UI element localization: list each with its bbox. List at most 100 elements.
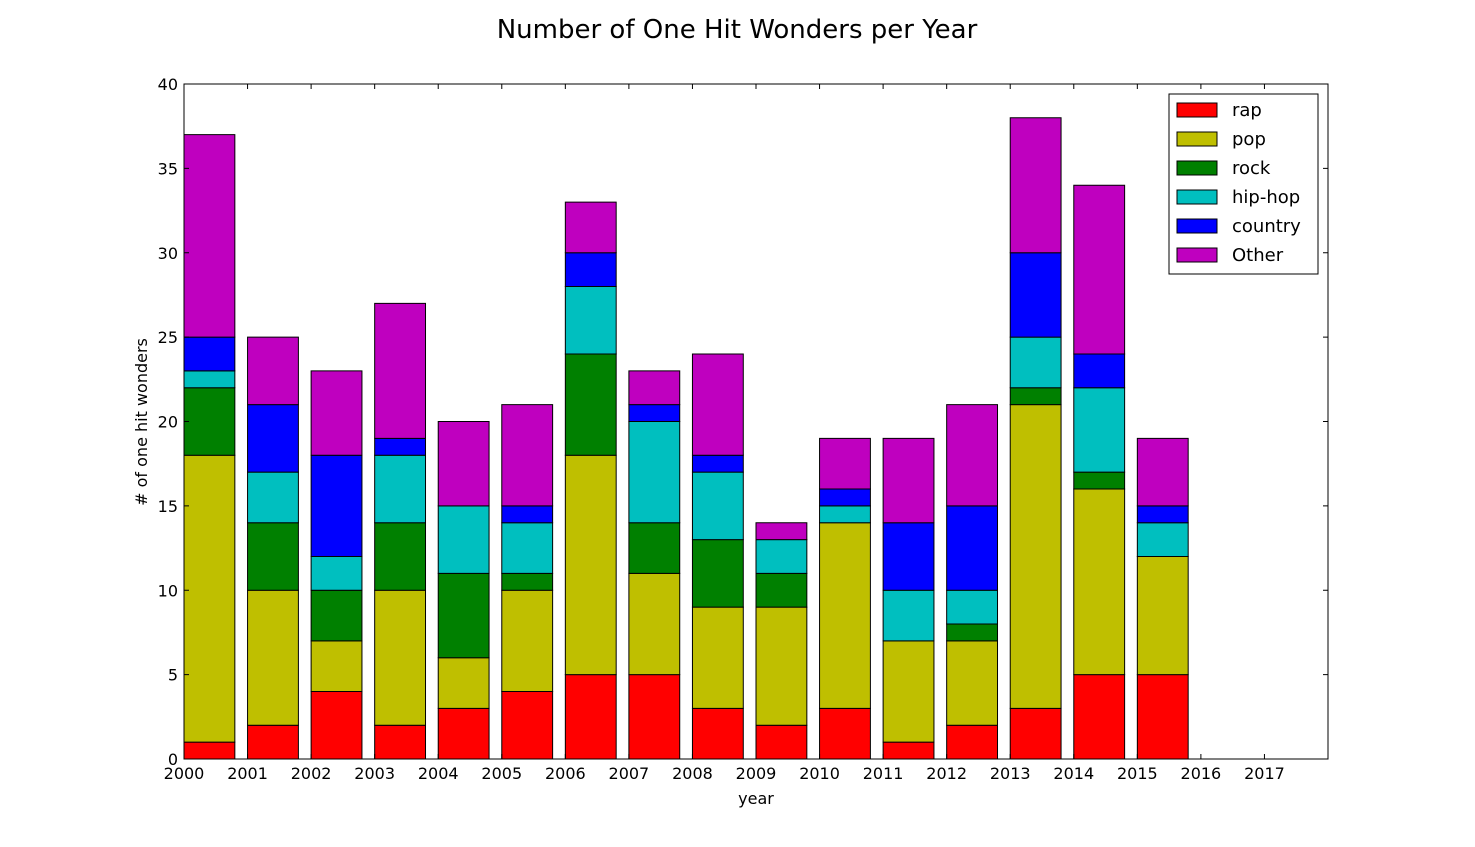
legend-swatch-rap — [1176, 102, 1218, 118]
bar-rock-2005 — [501, 572, 554, 591]
bar-hip-hop-2010 — [819, 505, 871, 524]
x-tick-label: 2009 — [736, 764, 777, 783]
bar-pop-2006 — [564, 454, 617, 676]
legend-swatch-country — [1176, 218, 1218, 234]
y-tick-label: 0 — [168, 750, 178, 769]
bar-country-2015 — [1136, 505, 1189, 524]
bar-Other-2012 — [946, 404, 999, 507]
bar-Other-2014 — [1073, 184, 1126, 355]
x-tick-label: 2004 — [418, 764, 459, 783]
y-tick-label: 20 — [158, 413, 178, 432]
bar-rock-2008 — [691, 539, 744, 608]
bar-rap-2013 — [1009, 707, 1062, 760]
x-tick-label: 2003 — [354, 764, 395, 783]
bar-Other-2000 — [183, 134, 236, 338]
bar-country-2008 — [691, 454, 744, 473]
bar-hip-hop-2012 — [946, 589, 999, 625]
bar-pop-2014 — [1073, 488, 1126, 676]
x-tick-label: 2000 — [164, 764, 205, 783]
legend-box — [1168, 93, 1319, 275]
bar-Other-2001 — [247, 336, 299, 406]
chart-title: Number of One Hit Wonders per Year — [497, 15, 978, 45]
legend-label-pop: pop — [1232, 129, 1266, 150]
bar-Other-2010 — [819, 437, 871, 490]
y-tick-label: 15 — [158, 497, 178, 516]
bar-hip-hop-2003 — [374, 454, 427, 524]
bar-Other-2006 — [564, 201, 617, 254]
bar-hip-hop-2015 — [1136, 522, 1189, 557]
legend-label-rap: rap — [1232, 100, 1262, 121]
bar-country-2002 — [310, 454, 363, 557]
bar-country-2011 — [882, 522, 935, 591]
bar-Other-2013 — [1009, 117, 1062, 254]
y-tick-label: 5 — [168, 666, 178, 685]
bar-pop-2010 — [819, 522, 871, 709]
bar-country-2006 — [564, 252, 617, 287]
bar-country-2000 — [183, 336, 236, 372]
legend-swatch-hip-hop — [1176, 189, 1218, 205]
bar-pop-2009 — [755, 606, 808, 726]
bar-hip-hop-2002 — [310, 556, 363, 591]
bar-country-2012 — [946, 505, 999, 591]
bar-hip-hop-2009 — [755, 539, 808, 574]
legend-swatch-rock — [1176, 160, 1218, 176]
bar-hip-hop-2014 — [1073, 387, 1126, 473]
bar-Other-2009 — [755, 522, 808, 541]
bar-country-2001 — [247, 404, 299, 473]
legend-swatch-Other — [1176, 247, 1218, 263]
bar-pop-2008 — [691, 606, 744, 709]
x-tick-label: 2015 — [1117, 764, 1158, 783]
x-tick-label: 2006 — [545, 764, 586, 783]
bar-rap-2002 — [310, 691, 363, 760]
bar-pop-2004 — [437, 657, 490, 709]
y-tick-label: 25 — [158, 328, 178, 347]
y-axis: 0 5 10 15 20 25 30 35 40 — [158, 75, 1328, 769]
x-tick-label: 2001 — [227, 764, 268, 783]
y-axis-label: # of one hit wonders — [132, 338, 151, 506]
x-tick-label: 2017 — [1244, 764, 1285, 783]
bar-hip-hop-2013 — [1009, 336, 1062, 389]
bar-country-2014 — [1073, 353, 1126, 389]
bar-Other-2005 — [501, 404, 554, 507]
legend-label-rock: rock — [1232, 158, 1271, 179]
bar-hip-hop-2008 — [691, 471, 744, 541]
x-tick-label: 2012 — [926, 764, 967, 783]
legend-label-Other: Other — [1232, 245, 1284, 266]
legend-label-hip-hop: hip-hop — [1232, 187, 1300, 208]
x-tick-label: 2007 — [609, 764, 650, 783]
bar-country-2010 — [819, 488, 871, 507]
bar-rap-2011 — [882, 741, 935, 760]
bar-Other-2007 — [628, 370, 681, 406]
bar-pop-2002 — [310, 640, 363, 692]
bar-rap-2006 — [564, 674, 617, 760]
bar-rock-2014 — [1073, 471, 1126, 490]
y-tick-label: 40 — [158, 75, 178, 94]
bar-rock-2004 — [437, 572, 490, 659]
bar-pop-2007 — [628, 572, 681, 676]
bar-hip-hop-2007 — [628, 421, 681, 524]
bar-rock-2003 — [374, 522, 427, 591]
x-tick-label: 2014 — [1053, 764, 1094, 783]
bar-rock-2013 — [1009, 387, 1062, 406]
x-tick-label: 2011 — [863, 764, 904, 783]
bar-hip-hop-2005 — [501, 522, 554, 574]
bar-rock-2012 — [946, 623, 999, 642]
x-tick-label: 2010 — [799, 764, 840, 783]
bar-rock-2007 — [628, 522, 681, 574]
bar-rock-2000 — [183, 387, 236, 456]
bar-hip-hop-2004 — [437, 505, 490, 574]
bar-rap-2005 — [501, 691, 554, 760]
bar-pop-2005 — [501, 589, 554, 692]
bar-country-2013 — [1009, 252, 1062, 338]
x-axis-label: year — [738, 789, 774, 808]
bar-country-2007 — [628, 404, 681, 422]
x-tick-label: 2005 — [481, 764, 522, 783]
y-tick-label: 30 — [158, 244, 178, 263]
bar-rap-2010 — [819, 707, 871, 760]
legend-label-country: country — [1232, 216, 1301, 237]
bar-hip-hop-2001 — [247, 471, 299, 524]
x-tick-label: 2002 — [291, 764, 332, 783]
bar-rap-2004 — [437, 707, 490, 760]
